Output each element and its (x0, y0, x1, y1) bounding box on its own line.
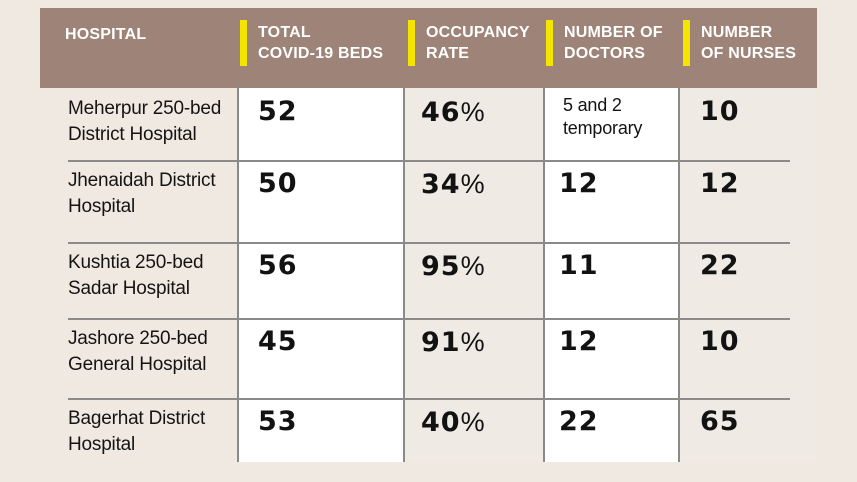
table-header-row: HOSPITAL TOTAL COVID-19 BEDS OCCUPANCY R… (40, 8, 817, 88)
column-header-label: NUMBER OF (564, 24, 663, 41)
column-header-label: RATE (426, 45, 470, 62)
row-divider (68, 398, 790, 400)
percent-sign: % (460, 251, 485, 281)
table-row: Jashore 250-bed General Hospital 45 91% … (40, 318, 817, 398)
cell-doctors: 12 (543, 160, 680, 242)
cell-occupancy: 40% (405, 398, 543, 462)
percent-sign: % (460, 169, 485, 199)
cell-occupancy: 34% (405, 160, 543, 242)
cell-nurses: 65 (680, 398, 817, 462)
table-row: Kushtia 250-bed Sadar Hospital 56 95% 11… (40, 242, 817, 318)
column-header-beds: TOTAL COVID-19 BEDS (237, 8, 405, 88)
column-header-label: DOCTORS (564, 45, 646, 62)
table-row: Bagerhat District Hospital 53 40% 22 65 (40, 398, 817, 462)
yellow-accent-bar (546, 20, 553, 66)
cell-nurses: 10 (680, 318, 817, 398)
column-header-label: OF NURSES (701, 45, 797, 62)
table-body: Meherpur 250-bed District Hospital 52 46… (40, 88, 817, 462)
cell-beds: 52 (237, 88, 405, 160)
column-header-label: OCCUPANCY (426, 24, 530, 41)
cell-occupancy: 91% (405, 318, 543, 398)
row-divider (68, 242, 790, 244)
cell-nurses: 22 (680, 242, 817, 318)
column-header-nurses: NUMBER OF NURSES (680, 8, 817, 88)
percent-sign: % (460, 327, 485, 357)
cell-hospital: Jashore 250-bed General Hospital (68, 328, 208, 375)
column-header-label: TOTAL (258, 24, 311, 41)
table-row: Meherpur 250-bed District Hospital 52 46… (40, 88, 817, 160)
cell-doctors: 22 (543, 398, 680, 462)
cell-hospital: Kushtia 250-bed Sadar Hospital (68, 252, 204, 299)
cell-beds: 45 (237, 318, 405, 398)
cell-occupancy: 46% (405, 88, 543, 160)
cell-beds: 56 (237, 242, 405, 318)
cell-hospital: Jhenaidah District Hospital (68, 170, 216, 217)
cell-doctors: 11 (543, 242, 680, 318)
cell-doctors: 5 and 2 temporary (543, 88, 680, 160)
column-header-label: NUMBER (701, 24, 773, 41)
column-header-label: HOSPITAL (65, 26, 147, 43)
cell-occupancy: 95% (405, 242, 543, 318)
yellow-accent-bar (683, 20, 690, 66)
cell-doctors: 12 (543, 318, 680, 398)
percent-sign: % (460, 407, 485, 437)
cell-beds: 50 (237, 160, 405, 242)
cell-beds: 53 (237, 398, 405, 462)
cell-nurses: 10 (680, 88, 817, 160)
yellow-accent-bar (240, 20, 247, 66)
table-row: Jhenaidah District Hospital 50 34% 12 12 (40, 160, 817, 242)
column-header-occupancy: OCCUPANCY RATE (405, 8, 543, 88)
cell-hospital: Meherpur 250-bed District Hospital (68, 98, 222, 145)
yellow-accent-bar (408, 20, 415, 66)
cell-nurses: 12 (680, 160, 817, 242)
row-divider (68, 318, 790, 320)
column-header-doctors: NUMBER OF DOCTORS (543, 8, 680, 88)
percent-sign: % (460, 97, 485, 127)
row-divider (68, 160, 790, 162)
column-header-label: COVID-19 BEDS (258, 45, 384, 62)
column-header-hospital: HOSPITAL (40, 8, 237, 88)
cell-hospital: Bagerhat District Hospital (68, 408, 206, 455)
